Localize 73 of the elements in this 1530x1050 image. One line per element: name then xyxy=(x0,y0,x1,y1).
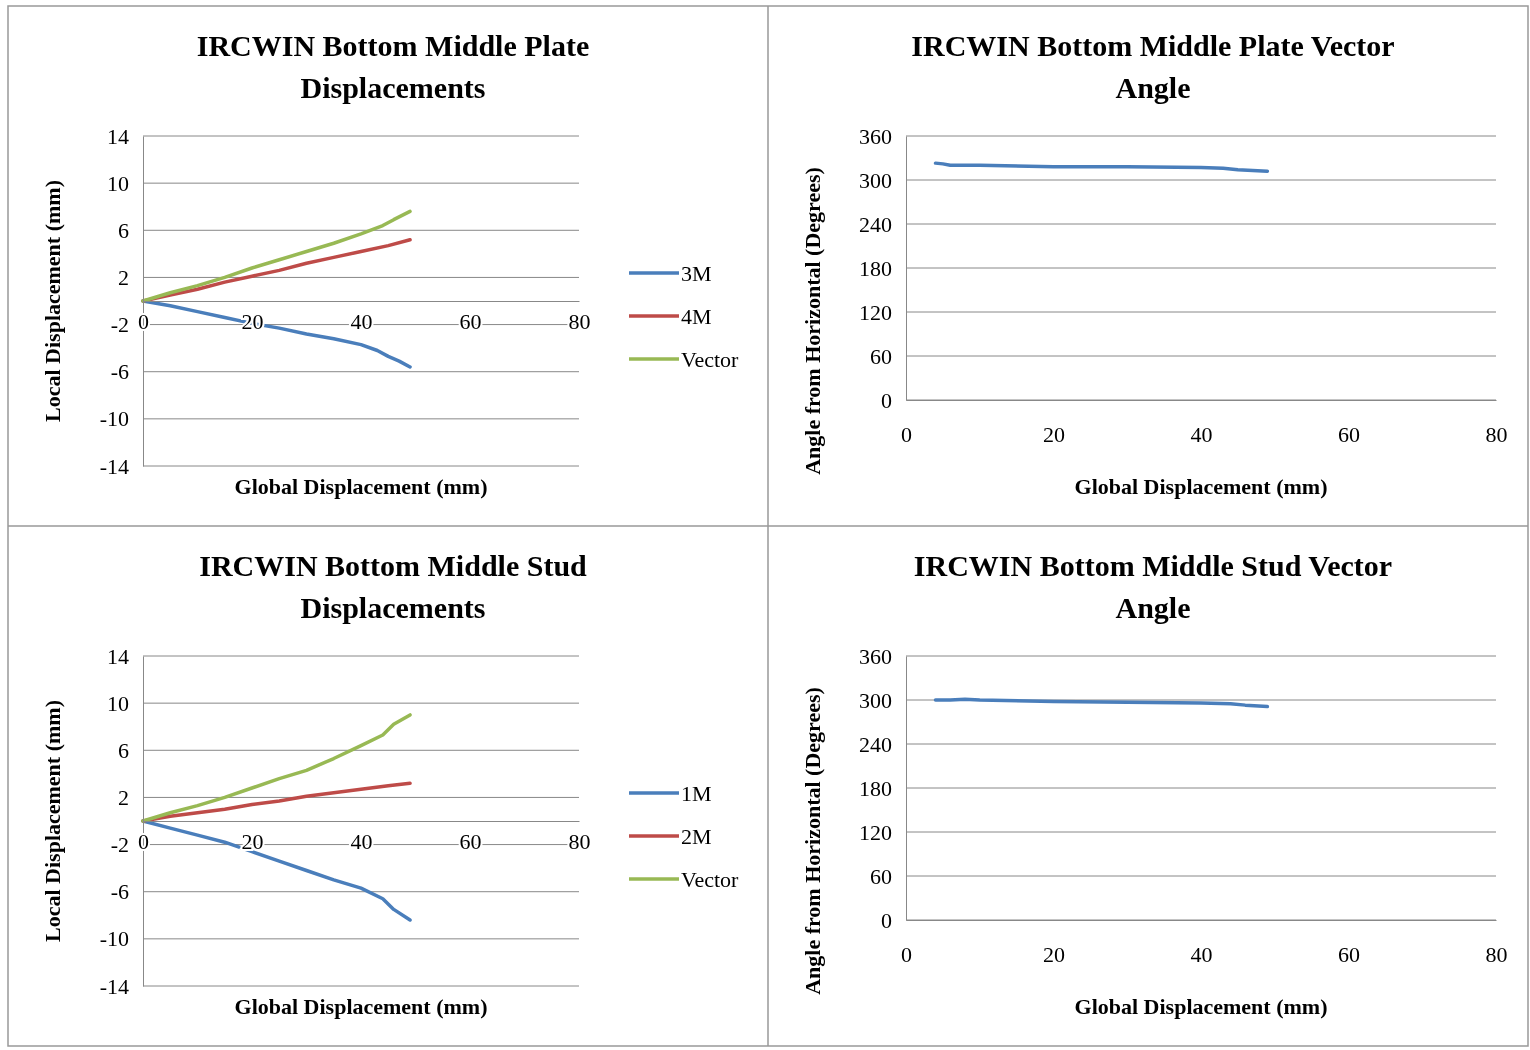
y-tick-label: 10 xyxy=(107,690,129,716)
legend-label: 4M xyxy=(681,304,712,329)
y-tick-label: -10 xyxy=(99,926,129,952)
x-tick-label: 60 xyxy=(1338,421,1360,447)
y-tick-label: 120 xyxy=(859,819,892,845)
y-tick-label: 300 xyxy=(859,167,892,193)
y-axis-title: Angle from Horizontal (Degrees) xyxy=(800,167,825,475)
y-tick-label: 0 xyxy=(881,387,892,413)
x-tick-label: 40 xyxy=(1190,421,1213,447)
y-tick-label: 2 xyxy=(118,784,129,810)
y-tick-label: 0 xyxy=(881,907,892,933)
y-tick-label: 180 xyxy=(859,255,892,281)
y-tick-label: -2 xyxy=(110,832,129,858)
line-series xyxy=(141,209,412,303)
y-tick-label: 2 xyxy=(118,264,129,290)
y-axis-title: Angle from Horizontal (Degrees) xyxy=(800,687,825,995)
y-tick-label: -10 xyxy=(99,406,129,432)
line-series xyxy=(141,713,412,823)
legend-label: 3M xyxy=(681,261,712,286)
y-tick-label: 14 xyxy=(107,643,129,669)
x-tick-label: 0 xyxy=(138,828,149,854)
y-tick-label: 120 xyxy=(859,299,892,325)
x-tick-label: 60 xyxy=(1338,941,1360,967)
y-tick-label: 240 xyxy=(859,211,892,237)
line-series xyxy=(141,299,412,369)
line-series xyxy=(141,781,412,823)
x-tick-label: 40 xyxy=(350,308,373,334)
x-axis-title: Global Displacement (mm) xyxy=(1074,474,1328,499)
legend-label: Vector xyxy=(681,867,740,892)
y-tick-label: 300 xyxy=(859,687,892,713)
y-tick-label: 180 xyxy=(859,775,892,801)
y-axis-title: Local Displacement (mm) xyxy=(40,180,65,422)
x-tick-label: 0 xyxy=(138,308,149,334)
x-axis-title: Global Displacement (mm) xyxy=(234,474,488,499)
legend-label: 1M xyxy=(681,781,712,806)
y-tick-label: 60 xyxy=(870,863,892,889)
y-tick-label: 240 xyxy=(859,731,892,757)
line-series xyxy=(933,161,1270,173)
y-tick-label: -2 xyxy=(110,312,129,338)
x-tick-label: 80 xyxy=(1485,421,1508,447)
y-axis-title: Local Displacement (mm) xyxy=(40,700,65,942)
x-tick-label: 20 xyxy=(241,828,264,854)
y-tick-label: -6 xyxy=(110,879,129,905)
chart-title: IRCWIN Bottom Middle Stud Vector Angle xyxy=(913,549,1393,624)
chart-title: IRCWIN Bottom Middle Plate Displacements xyxy=(196,29,590,104)
x-tick-label: 0 xyxy=(901,421,912,447)
line-series xyxy=(933,697,1270,709)
y-tick-label: 360 xyxy=(859,123,892,149)
x-axis-title: Global Displacement (mm) xyxy=(1074,994,1328,1019)
y-tick-label: 10 xyxy=(107,170,129,196)
x-tick-label: 20 xyxy=(1043,421,1065,447)
y-tick-label: -6 xyxy=(110,359,129,385)
x-tick-label: 60 xyxy=(459,308,482,334)
y-tick-label: 6 xyxy=(118,737,129,763)
y-tick-label: -14 xyxy=(99,453,129,479)
y-tick-label: 14 xyxy=(107,123,129,149)
x-tick-label: 20 xyxy=(1043,941,1065,967)
y-tick-label: 6 xyxy=(118,217,129,243)
chart-title: IRCWIN Bottom Middle Stud Displacements xyxy=(199,549,588,624)
legend-label: Vector xyxy=(681,347,740,372)
y-tick-label: -14 xyxy=(99,973,129,999)
x-axis-title: Global Displacement (mm) xyxy=(234,994,488,1019)
legend-label: 2M xyxy=(681,824,712,849)
x-tick-label: 40 xyxy=(1190,941,1213,967)
y-tick-label: 360 xyxy=(859,643,892,669)
x-tick-label: 80 xyxy=(1485,941,1508,967)
chart-title: IRCWIN Bottom Middle Plate Vector Angle xyxy=(911,29,1395,104)
y-tick-label: 60 xyxy=(870,343,892,369)
x-tick-label: 0 xyxy=(901,941,912,967)
x-tick-label: 80 xyxy=(568,828,591,854)
x-tick-label: 60 xyxy=(459,828,482,854)
x-tick-label: 40 xyxy=(350,828,373,854)
x-tick-label: 80 xyxy=(568,308,591,334)
